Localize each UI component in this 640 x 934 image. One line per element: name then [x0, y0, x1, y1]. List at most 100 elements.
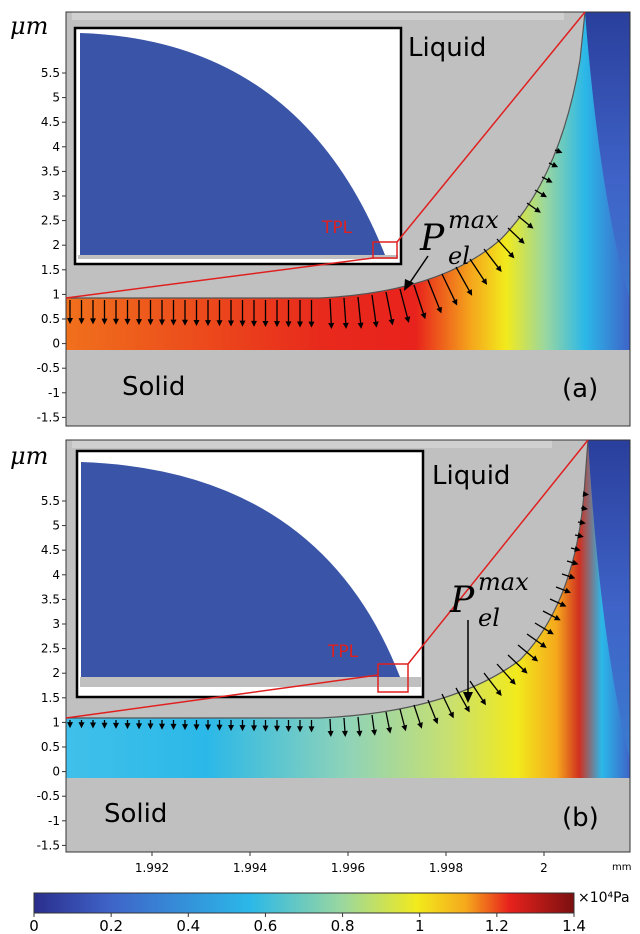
panel-a-solid [66, 350, 630, 426]
force-arrow-head [388, 318, 395, 326]
panel-b-zoom-line-top [407, 439, 589, 665]
force-arrow [455, 266, 471, 293]
svg-text:el: el [448, 242, 470, 270]
force-arrow-head [251, 725, 257, 732]
x-tick-label: 1.996 [331, 861, 365, 875]
force-arrow-head [159, 723, 165, 730]
force-arrow-head [239, 320, 246, 327]
force-arrow-head [193, 319, 200, 326]
force-arrow-head [432, 717, 439, 725]
force-arrow-head [581, 505, 588, 512]
panel-a-frame [65, 11, 631, 427]
force-arrow [555, 586, 568, 592]
panel-a-pressure-label: P el max [419, 206, 499, 270]
force-arrow-head [401, 724, 408, 732]
force-arrow-head [124, 723, 131, 730]
force-arrow-head [193, 724, 200, 731]
force-arrow [507, 227, 523, 242]
force-arrow-head [308, 321, 315, 328]
x-tick-label: 1.992 [135, 861, 169, 875]
y-tick-label: 3 [52, 189, 60, 203]
force-arrow-head [285, 726, 292, 733]
svg-text:P: P [419, 218, 445, 259]
force-arrow-head [101, 722, 108, 729]
panel-b-tpl-label: TPL [327, 642, 359, 662]
force-arrow-head [464, 705, 470, 713]
force-arrow-head [579, 519, 586, 526]
y-tick-label: 5.5 [41, 66, 60, 80]
colorbar-tick-label: 0.4 [176, 917, 200, 934]
force-arrow-head [327, 730, 334, 737]
y-tick-label: -1.5 [37, 838, 60, 852]
panel-a-pointer [408, 255, 429, 285]
force-arrow-head [328, 322, 335, 329]
force-arrow [469, 680, 485, 703]
x-tick-label: 1.994 [233, 861, 267, 875]
panel-a-pointer-head [404, 279, 414, 291]
y-tick-label: 0 [52, 765, 60, 779]
force-arrow-head [436, 306, 442, 314]
force-arrow-head [495, 265, 502, 272]
panel-b-inset-drop [81, 462, 400, 677]
panel-a-y-ticks: 5.5 5 4.5 4 3.5 3 2.5 2 1.5 1 0.5 0 -0.5 -1 -1.5 [37, 66, 66, 424]
force-arrow [507, 654, 526, 672]
force-arrow-head [545, 177, 553, 183]
force-arrow-head [90, 722, 96, 729]
force-arrow-head [531, 655, 539, 662]
force-arrow [371, 294, 377, 324]
panel-a-unit-label: μm [10, 12, 48, 40]
panel-a-zoom-line-top [396, 11, 586, 243]
force-arrow-head [216, 724, 223, 731]
force-arrow-head [539, 641, 547, 648]
force-arrow-head [285, 321, 292, 328]
panel-a-inset: TPL [73, 26, 403, 266]
force-arrow-head [356, 730, 363, 737]
panel-b-inset-substrate [80, 677, 421, 687]
y-tick-label: 0 [52, 337, 60, 351]
force-arrow [343, 717, 346, 734]
force-arrow [371, 714, 376, 732]
force-arrow-head [564, 587, 571, 594]
force-arrow [343, 297, 347, 325]
force-arrow-head [518, 237, 525, 244]
force-arrow-head [559, 601, 567, 607]
force-arrow-head [553, 614, 561, 621]
panel-b-pressure-label: P el max [449, 568, 529, 632]
panel-a-letter: (a) [562, 374, 598, 404]
force-arrow-head [78, 722, 85, 729]
force-arrow [357, 296, 362, 325]
force-arrow-head [205, 320, 211, 327]
y-tick-label: 3.5 [41, 592, 60, 606]
force-arrow-head [420, 312, 427, 320]
force-arrow-head [547, 628, 554, 635]
force-arrow [357, 716, 361, 733]
force-arrow-head [481, 278, 488, 285]
force-arrow-head [228, 320, 234, 327]
force-arrow [329, 298, 332, 326]
force-arrow-head [136, 319, 142, 326]
panel-a: TPL Liquid Solid (a) P el max μm 5.5 5 4.5… [10, 11, 631, 427]
panel-b-top-band [72, 440, 552, 448]
force-arrow-head [182, 319, 188, 326]
force-arrow [517, 644, 536, 660]
y-tick-label: 0.5 [41, 740, 60, 754]
panel-a-solid-label: Solid [122, 372, 185, 402]
force-arrow [517, 215, 531, 227]
force-arrow-head [372, 321, 379, 328]
force-arrow [526, 202, 539, 212]
colorbar-tick-label: 1 [415, 917, 425, 934]
y-tick-label: 1.5 [41, 263, 60, 277]
force-arrow-head [182, 724, 188, 731]
force-arrow [469, 258, 486, 282]
force-arrow-head [417, 722, 423, 729]
force-arrow-head [577, 532, 584, 539]
force-arrow-head [170, 319, 177, 326]
colorbar-tick-label: 0.6 [253, 917, 277, 934]
force-arrow-head [509, 678, 516, 685]
force-arrow-head [404, 316, 411, 323]
y-tick-label: -1.5 [37, 410, 60, 424]
force-arrow [427, 279, 441, 310]
force-arrow-head [297, 726, 303, 733]
force-arrow-head [357, 322, 364, 329]
force-arrow-head [67, 722, 73, 729]
